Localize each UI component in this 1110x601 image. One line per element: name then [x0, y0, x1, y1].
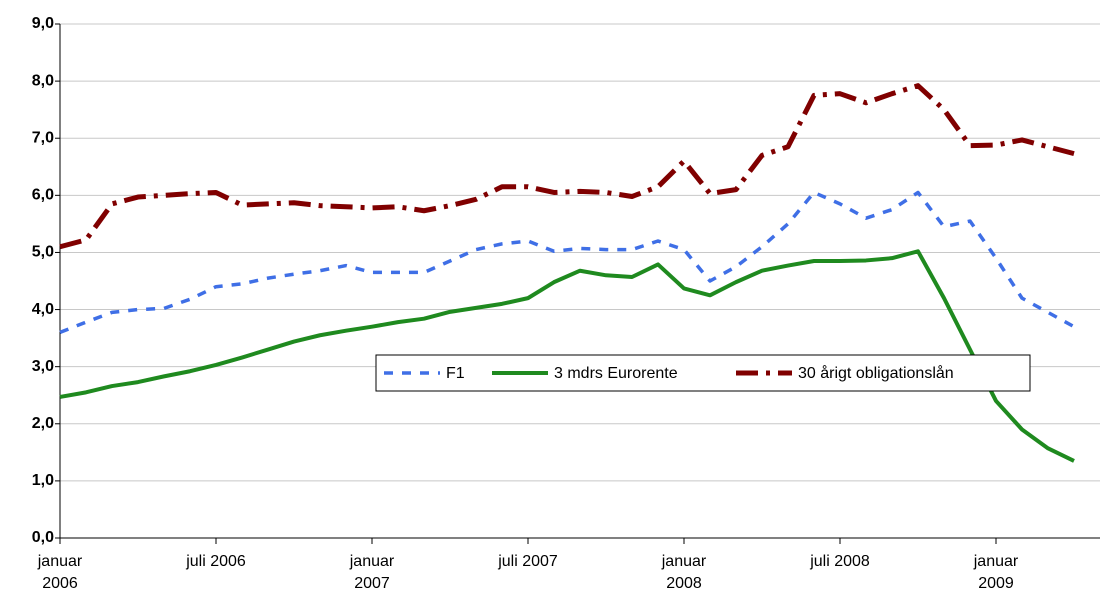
y-tick-label: 8,0 [32, 72, 54, 89]
legend-label: F1 [446, 365, 465, 382]
line-series [59, 190, 1075, 335]
legend-label: 30 årigt obligationslån [798, 364, 954, 382]
x-tick-label: januar 2006 [37, 553, 83, 592]
x-tick-label: juli 2008 [810, 553, 870, 570]
line-series [59, 83, 1075, 250]
y-tick-label: 0,0 [32, 529, 54, 546]
legend: F1 3 mdrs Eurorente 30 årigt obligationslå… [375, 354, 1031, 392]
x-tick-label: juli 2007 [498, 553, 558, 570]
y-tick-label: 2,0 [32, 415, 54, 432]
y-tick-label: 3,0 [32, 358, 54, 375]
y-tick-label: 5,0 [32, 244, 54, 261]
y-tick-label: 7,0 [32, 129, 54, 146]
x-tick-label: januar 2007 [349, 553, 395, 592]
y-tick-label: 9,0 [32, 15, 54, 32]
y-tick-label: 1,0 [32, 472, 54, 489]
line-series [59, 249, 1075, 463]
y-tick-label: 6,0 [32, 187, 54, 204]
y-tick-label: 4,0 [32, 301, 54, 318]
x-tick-label: januar 2008 [661, 553, 707, 592]
x-tick-label: juli 2006 [186, 553, 246, 570]
legend-box [375, 354, 1031, 392]
x-tick-label: januar 2009 [973, 553, 1019, 592]
legend-label: 3 mdrs Eurorente [554, 365, 678, 382]
